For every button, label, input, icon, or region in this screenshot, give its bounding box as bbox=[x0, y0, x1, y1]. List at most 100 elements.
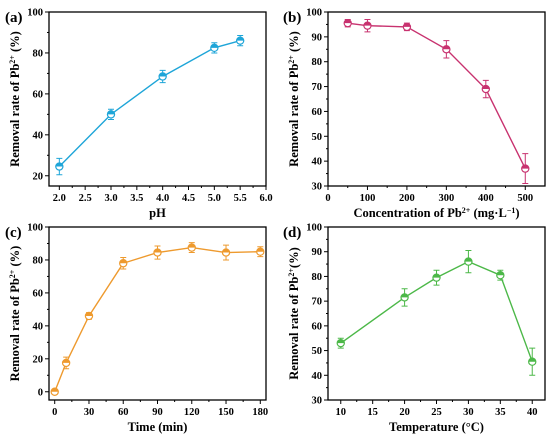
data-point-fill bbox=[400, 293, 409, 298]
x-tick-label: 180 bbox=[252, 407, 268, 418]
y-tick-label: 70 bbox=[312, 82, 323, 93]
y-tick-label: 80 bbox=[312, 57, 323, 68]
x-tick-label: 90 bbox=[152, 407, 163, 418]
x-tick-label: 15 bbox=[367, 407, 378, 418]
y-tick-label: 30 bbox=[312, 182, 323, 193]
y-tick-label: 60 bbox=[312, 107, 323, 118]
x-axis-label: Concentration of Pb2+ (mg·L−1) bbox=[353, 206, 519, 221]
data-point-fill bbox=[337, 339, 345, 344]
x-tick-label: 120 bbox=[184, 407, 200, 418]
y-tick-label: 90 bbox=[312, 247, 323, 258]
data-point-fill bbox=[521, 164, 529, 169]
y-tick-label: 90 bbox=[312, 32, 323, 43]
y-tick-label: 70 bbox=[312, 297, 323, 308]
y-tick-label: 50 bbox=[312, 132, 323, 143]
panel-label: (d) bbox=[283, 225, 301, 241]
x-tick-label: 20 bbox=[399, 407, 410, 418]
x-tick-label: 30 bbox=[463, 407, 474, 418]
data-point-fill bbox=[236, 37, 244, 41]
y-tick-label: 20 bbox=[33, 171, 44, 182]
data-point-fill bbox=[363, 22, 372, 26]
x-tick-label: 30 bbox=[84, 407, 95, 418]
y-tick-label: 0 bbox=[38, 387, 43, 398]
x-axis-label: Time (min) bbox=[128, 420, 188, 434]
x-tick-label: 150 bbox=[218, 407, 234, 418]
plot-frame bbox=[327, 11, 546, 187]
data-point-fill bbox=[85, 312, 93, 316]
y-tick-label: 30 bbox=[312, 396, 323, 407]
x-tick-label: 60 bbox=[118, 407, 129, 418]
y-tick-label: 100 bbox=[306, 8, 322, 19]
series-line bbox=[347, 22, 526, 169]
data-point-fill bbox=[496, 271, 504, 276]
y-tick-label: 100 bbox=[306, 223, 322, 234]
x-tick-label: 2.5 bbox=[79, 193, 92, 204]
x-tick-label: 100 bbox=[360, 193, 376, 204]
plot-frame bbox=[327, 226, 546, 401]
x-tick-label: 500 bbox=[517, 193, 533, 204]
data-point-fill bbox=[107, 110, 115, 115]
x-tick-label: 3.5 bbox=[130, 193, 143, 204]
x-tick-label: 0 bbox=[52, 407, 57, 418]
y-tick-label: 20 bbox=[33, 354, 44, 365]
y-tick-label: 100 bbox=[27, 8, 43, 19]
data-point-fill bbox=[62, 359, 70, 363]
y-tick-label: 80 bbox=[33, 48, 44, 59]
data-point-fill bbox=[188, 243, 196, 248]
y-tick-label: 40 bbox=[33, 321, 44, 332]
x-tick-label: 25 bbox=[431, 407, 442, 418]
data-point-fill bbox=[464, 258, 473, 262]
data-point-fill bbox=[442, 45, 450, 50]
data-point-fill bbox=[119, 259, 127, 264]
y-tick-label: 40 bbox=[312, 371, 323, 382]
chart-panel: 0 30 60 90 120 150 180 0 20 40 60 80 100 Time (min) Re… bbox=[5, 223, 268, 435]
y-axis-label: Removal rate of Pb2+(%) bbox=[287, 247, 302, 380]
y-axis-label: Removal rate of Pb2+ (%) bbox=[8, 246, 23, 382]
x-axis-label: Temperature (°C) bbox=[389, 420, 484, 434]
x-tick-label: 2.0 bbox=[53, 193, 66, 204]
panel-label: (c) bbox=[5, 225, 22, 241]
data-point-fill bbox=[403, 23, 411, 27]
data-point-fill bbox=[482, 85, 490, 90]
y-tick-label: 40 bbox=[33, 130, 44, 141]
data-point-fill bbox=[55, 162, 63, 167]
panel-label: (b) bbox=[283, 10, 301, 26]
y-axis-label: Removal rate of Pb2+ (%) bbox=[287, 31, 302, 167]
x-tick-label: 10 bbox=[336, 407, 347, 418]
data-point-fill bbox=[51, 388, 59, 392]
chart-panel: 0 100 200 300 400 500 30 40 50 60 70 80 90 100 Concent… bbox=[283, 8, 546, 221]
y-tick-label: 60 bbox=[33, 288, 44, 299]
data-point-fill bbox=[528, 358, 536, 362]
chart-panel: 10 15 20 25 30 35 40 30 40 50 60 70 80 90 100 Temperatu… bbox=[283, 223, 546, 434]
chart-panel: 2.0 2.5 3.0 3.5 4.0 4.5 5.0 5.5 6.0 20 40 60 80 100 pH… bbox=[5, 8, 273, 221]
data-point-fill bbox=[344, 19, 352, 24]
series-line bbox=[58, 39, 241, 168]
panel-label: (a) bbox=[5, 10, 23, 26]
x-tick-label: 4.5 bbox=[182, 193, 195, 204]
y-tick-label: 80 bbox=[33, 255, 44, 266]
x-tick-label: 0 bbox=[325, 193, 330, 204]
x-tick-label: 5.0 bbox=[208, 193, 221, 204]
x-tick-label: 300 bbox=[438, 193, 454, 204]
x-tick-label: 5.5 bbox=[234, 193, 247, 204]
x-tick-label: 40 bbox=[527, 407, 538, 418]
y-tick-label: 60 bbox=[312, 321, 323, 332]
data-point-fill bbox=[222, 248, 230, 253]
data-point-fill bbox=[159, 72, 167, 77]
x-tick-label: 200 bbox=[399, 193, 415, 204]
y-tick-label: 80 bbox=[312, 272, 323, 283]
y-axis-label: Removal rate of Pb2+ (%) bbox=[8, 31, 23, 167]
series-line bbox=[340, 260, 533, 362]
x-tick-label: 400 bbox=[478, 193, 494, 204]
x-tick-label: 3.0 bbox=[104, 193, 117, 204]
series-line bbox=[54, 246, 261, 393]
data-point-fill bbox=[153, 248, 162, 253]
y-tick-label: 40 bbox=[312, 157, 323, 168]
data-point-fill bbox=[210, 44, 218, 48]
x-tick-label: 35 bbox=[495, 407, 506, 418]
y-tick-label: 60 bbox=[33, 89, 44, 100]
data-point-fill bbox=[256, 248, 264, 252]
x-tick-label: 4.0 bbox=[156, 193, 169, 204]
y-tick-label: 50 bbox=[312, 346, 323, 357]
